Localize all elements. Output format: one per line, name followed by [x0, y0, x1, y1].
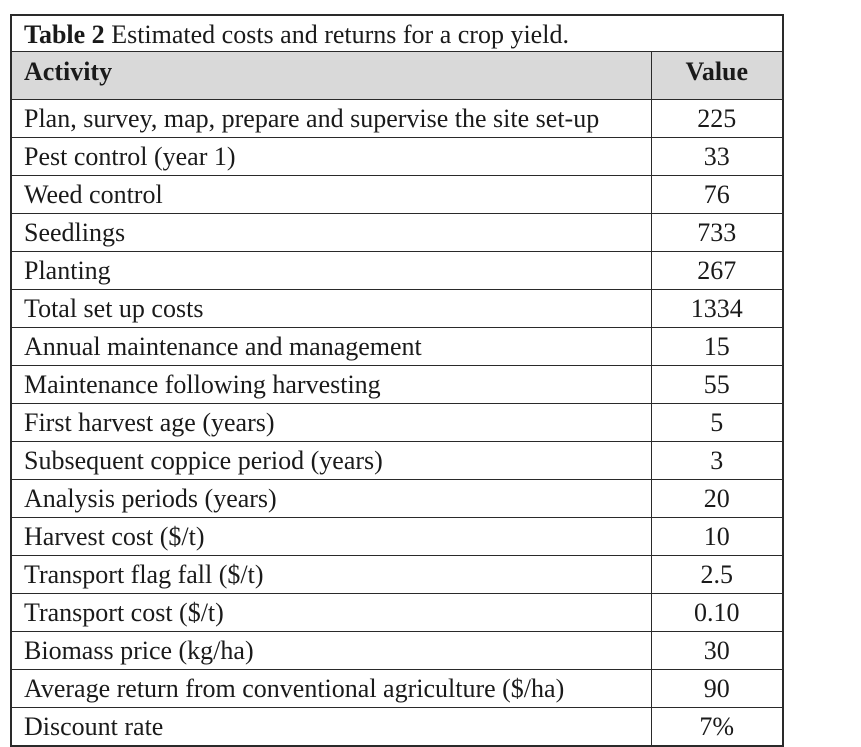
table-caption-label: Table 2 — [24, 20, 105, 49]
table-row: Analysis periods (years) 20 — [12, 479, 782, 518]
value-cell: 5 — [650, 403, 782, 442]
activity-cell: Biomass price (kg/ha) — [12, 631, 652, 670]
value-cell: 76 — [650, 175, 782, 214]
column-header-value: Value — [650, 52, 782, 100]
activity-cell: Seedlings — [12, 213, 652, 252]
value-cell: 0.10 — [650, 593, 782, 632]
value-cell: 10 — [650, 517, 782, 556]
table-row: Average return from conventional agricul… — [12, 669, 782, 708]
table-row: Maintenance following harvesting 55 — [12, 365, 782, 404]
activity-cell: Analysis periods (years) — [12, 479, 652, 518]
activity-cell: Maintenance following harvesting — [12, 365, 652, 404]
value-cell: 733 — [650, 213, 782, 252]
table-row: First harvest age (years) 5 — [12, 403, 782, 442]
table-row: Transport flag fall ($/t) 2.5 — [12, 555, 782, 594]
activity-cell: Plan, survey, map, prepare and supervise… — [12, 99, 652, 138]
value-cell: 33 — [650, 137, 782, 176]
value-cell: 30 — [650, 631, 782, 670]
table-caption-text: Estimated costs and returns for a crop y… — [104, 20, 569, 49]
activity-cell: Harvest cost ($/t) — [12, 517, 652, 556]
value-cell: 90 — [650, 669, 782, 708]
activity-cell: Discount rate — [12, 707, 652, 745]
table-row: Harvest cost ($/t) 10 — [12, 517, 782, 556]
table-row: Discount rate 7% — [12, 707, 782, 745]
activity-cell: Subsequent coppice period (years) — [12, 441, 652, 480]
activity-cell: Average return from conventional agricul… — [12, 669, 652, 708]
value-cell: 20 — [650, 479, 782, 518]
table-row: Plan, survey, map, prepare and supervise… — [12, 99, 782, 138]
activity-cell: Total set up costs — [12, 289, 652, 328]
activity-cell: Planting — [12, 251, 652, 290]
column-header-activity: Activity — [12, 52, 652, 100]
value-cell: 1334 — [650, 289, 782, 328]
value-cell: 267 — [650, 251, 782, 290]
table-caption: Table 2 Estimated costs and returns for … — [12, 16, 782, 52]
value-cell: 225 — [650, 99, 782, 138]
value-cell: 7% — [650, 707, 782, 745]
activity-cell: Weed control — [12, 175, 652, 214]
activity-cell: Transport flag fall ($/t) — [12, 555, 652, 594]
table-row: Planting 267 — [12, 251, 782, 290]
table-row: Seedlings 733 — [12, 213, 782, 252]
table-row: Total set up costs 1334 — [12, 289, 782, 328]
cost-table: Activity Value Plan, survey, map, prepar… — [12, 52, 782, 745]
table-header-row: Activity Value — [12, 52, 782, 100]
activity-cell: Annual maintenance and management — [12, 327, 652, 366]
activity-cell: Pest control (year 1) — [12, 137, 652, 176]
activity-cell: Transport cost ($/t) — [12, 593, 652, 632]
value-cell: 3 — [650, 441, 782, 480]
value-cell: 55 — [650, 365, 782, 404]
value-cell: 15 — [650, 327, 782, 366]
table-row: Subsequent coppice period (years) 3 — [12, 441, 782, 480]
table-row: Transport cost ($/t) 0.10 — [12, 593, 782, 632]
cost-table-container: Table 2 Estimated costs and returns for … — [10, 14, 784, 747]
table-row: Biomass price (kg/ha) 30 — [12, 631, 782, 670]
table-row: Weed control 76 — [12, 175, 782, 214]
table-row: Annual maintenance and management 15 — [12, 327, 782, 366]
table-row: Pest control (year 1) 33 — [12, 137, 782, 176]
activity-cell: First harvest age (years) — [12, 403, 652, 442]
value-cell: 2.5 — [650, 555, 782, 594]
table-body: Plan, survey, map, prepare and supervise… — [12, 99, 782, 745]
